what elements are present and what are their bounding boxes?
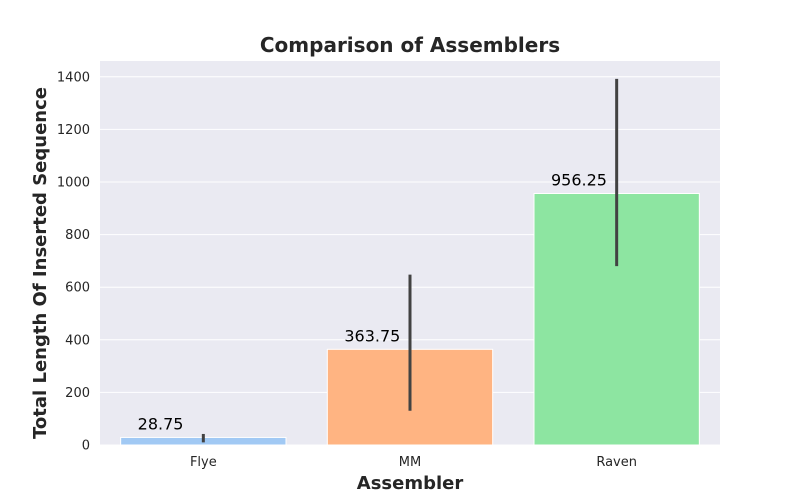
value-label-mm: 363.75 [344, 326, 400, 345]
y-tick-label: 200 [65, 386, 90, 401]
value-labels: 28.75 363.75 956.25 [138, 170, 607, 433]
y-axis-label: Total Length Of Inserted Sequence [30, 87, 51, 439]
y-tick-label: 1000 [57, 175, 90, 190]
x-tick-label-raven: Raven [596, 455, 637, 470]
y-tick-label: 600 [65, 281, 90, 296]
value-label-flye: 28.75 [138, 414, 184, 433]
y-tick-label: 1200 [57, 123, 90, 138]
y-tick-label: 800 [65, 228, 90, 243]
x-axis-ticks: Flye MM Raven [190, 455, 637, 470]
x-axis-label: Assembler [357, 473, 464, 494]
x-tick-label-flye: Flye [190, 455, 217, 470]
y-tick-label: 0 [82, 439, 90, 454]
chart-title: Comparison of Assemblers [260, 33, 560, 57]
y-axis-ticks: 0 200 400 600 800 1000 1200 1400 [57, 70, 90, 453]
y-tick-label: 400 [65, 333, 90, 348]
error-bars [201, 78, 619, 443]
value-label-raven: 956.25 [551, 170, 607, 189]
x-tick-label-mm: MM [399, 455, 421, 470]
y-tick-label: 1400 [57, 70, 90, 85]
